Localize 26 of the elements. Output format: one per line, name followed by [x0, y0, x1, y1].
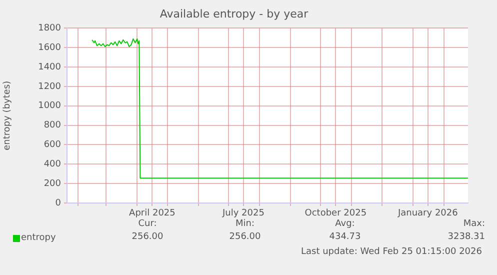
y-tick-label: 400	[44, 160, 62, 170]
y-tick-label: 600	[44, 140, 62, 150]
y-tick-label: 1600	[38, 42, 62, 53]
y-tick-label: 1400	[38, 62, 62, 72]
y-tick-label: 1200	[38, 82, 62, 92]
text: 434.73	[328, 231, 362, 244]
text: 256.00	[228, 231, 262, 244]
legend-label: entropy	[21, 233, 56, 243]
x-tick-label: October 2025	[304, 208, 367, 219]
text: Min:	[234, 218, 256, 231]
chart-title: Available entropy - by year	[160, 7, 309, 20]
y-tick-label: 800	[44, 120, 62, 131]
y-axis-title: entropy (bytes)	[2, 80, 13, 150]
text: Max:	[462, 218, 485, 231]
x-tick-label: April 2025	[129, 208, 176, 219]
text: Avg:	[334, 218, 356, 231]
y-tick-label: 1800	[38, 24, 62, 34]
y-tick-label: 1000	[38, 101, 62, 112]
x-tick-label: July 2025	[221, 208, 264, 219]
y-tick-label: 200	[44, 178, 62, 189]
text: 256.00	[130, 231, 164, 244]
x-tick-label: January 2026	[396, 208, 458, 219]
y-tick-label: 0	[55, 198, 62, 208]
text: 3238.31	[446, 231, 485, 244]
text: Cur:	[137, 218, 158, 231]
text: Last update: Wed Feb 25 01:15:00 2026	[301, 246, 482, 259]
